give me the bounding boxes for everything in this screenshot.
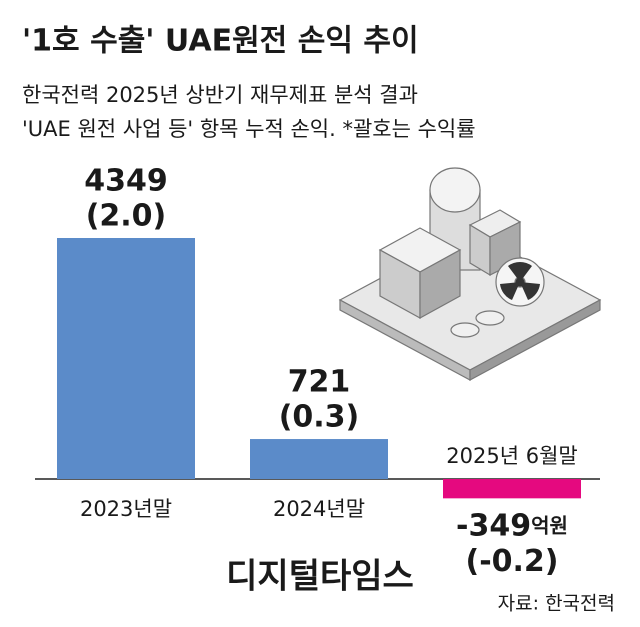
subtitle: 'UAE 원전 사업 등' 항목 누적 손익. *괄호는 수익률 [22,117,476,141]
rate-label: (2.0) [86,199,167,234]
x-tick-label: 2023년말 [80,497,172,521]
chart-title: '1호 수출' UAE원전 손익 추이 [22,24,419,59]
subtitle: 한국전력 2025년 상반기 재무제표 분석 결과 [22,83,418,107]
source: 자료: 한국전력 [498,593,615,615]
rate-label: (0.3) [279,400,360,435]
value-label: 4349 [84,164,168,199]
rate-label: (-0.2) [465,544,558,579]
value-label: 721 [288,365,351,400]
x-tick-label: 2025년 6월말 [446,444,577,468]
bar [57,238,195,479]
bar [250,439,388,479]
x-tick-label: 2024년말 [273,497,365,521]
illustration [338,167,602,382]
watermark: 디지털타임스 [226,557,414,597]
bar [443,479,581,499]
value-label: -349억원 [456,508,568,543]
value-unit: 억원 [531,513,568,537]
value-number: -349 [456,508,531,543]
